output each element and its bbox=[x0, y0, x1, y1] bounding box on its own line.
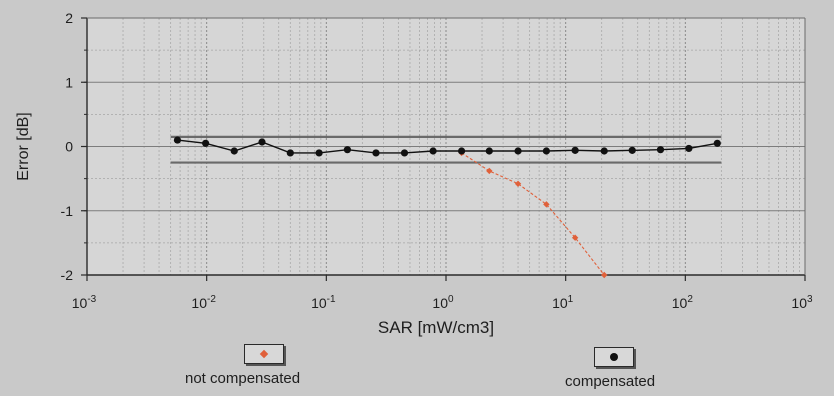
compensated-point bbox=[286, 149, 294, 157]
x-tick-label: 101 bbox=[552, 294, 574, 311]
not-compensated-point bbox=[571, 234, 579, 241]
compensated-point bbox=[372, 149, 380, 157]
not-compensated-point bbox=[601, 271, 608, 279]
circle-marker-icon bbox=[610, 353, 618, 361]
compensated-point bbox=[600, 147, 608, 155]
x-tick-label: 10-3 bbox=[72, 294, 97, 311]
compensated-point bbox=[457, 147, 466, 155]
y-tick-label: -1 bbox=[61, 203, 74, 219]
compensated-point bbox=[628, 146, 636, 154]
y-tick-label: 2 bbox=[65, 10, 73, 26]
x-tick-label: 10-1 bbox=[311, 294, 336, 311]
not-compensated-series-line bbox=[461, 152, 605, 276]
legend-label-not-compensated: not compensated bbox=[185, 370, 301, 387]
compensated-point bbox=[514, 147, 522, 155]
y-axis-label: Error [dB] bbox=[15, 112, 32, 180]
compensated-point bbox=[656, 146, 665, 154]
compensated-point bbox=[230, 147, 238, 155]
x-tick-label: 10-2 bbox=[191, 294, 216, 311]
y-tick-label: 0 bbox=[65, 139, 73, 155]
compensated-series-line bbox=[177, 139, 718, 154]
x-tick-label: 102 bbox=[672, 294, 694, 311]
compensated-point bbox=[315, 149, 323, 157]
y-tick-label: -2 bbox=[61, 267, 74, 283]
compensated-point bbox=[202, 139, 210, 147]
not-compensated-point bbox=[514, 180, 522, 187]
compensated-point bbox=[343, 146, 352, 154]
legend-swatch-compensated bbox=[594, 347, 634, 367]
compensated-point bbox=[429, 147, 437, 155]
legend-label-compensated: compensated bbox=[565, 373, 656, 390]
compensated-point bbox=[542, 147, 550, 155]
compensated-point bbox=[400, 149, 409, 157]
diamond-marker-icon bbox=[259, 349, 269, 359]
compensated-point bbox=[571, 146, 579, 154]
compensated-point bbox=[485, 147, 493, 155]
x-axis-label: SAR [mW/cm3] bbox=[378, 318, 494, 337]
compensated-point bbox=[258, 138, 266, 146]
not-compensated-point bbox=[486, 167, 493, 175]
x-tick-label: 100 bbox=[432, 294, 454, 311]
y-tick-label: 1 bbox=[65, 74, 73, 90]
compensated-point bbox=[173, 136, 182, 144]
x-tick-label: 103 bbox=[791, 294, 813, 311]
compensated-point bbox=[685, 144, 693, 153]
not-compensated-point bbox=[543, 201, 550, 208]
legend-swatch-not-compensated bbox=[244, 344, 284, 364]
compensated-point bbox=[713, 139, 721, 147]
